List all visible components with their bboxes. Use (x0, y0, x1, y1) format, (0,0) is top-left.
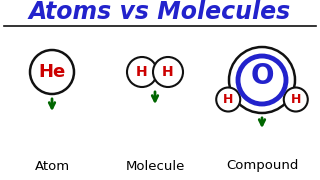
Text: Atoms vs Molecules: Atoms vs Molecules (29, 0, 291, 24)
Circle shape (127, 57, 157, 87)
Text: H: H (291, 93, 301, 106)
Text: H: H (136, 65, 148, 79)
Circle shape (229, 47, 295, 113)
Text: He: He (38, 63, 66, 81)
Circle shape (284, 87, 308, 111)
Text: O: O (250, 62, 274, 90)
Circle shape (30, 50, 74, 94)
Text: Compound: Compound (226, 159, 298, 172)
Text: Molecule: Molecule (125, 159, 185, 172)
Text: Atom: Atom (35, 159, 69, 172)
Text: H: H (162, 65, 174, 79)
Circle shape (153, 57, 183, 87)
Text: H: H (223, 93, 233, 106)
Circle shape (216, 87, 240, 111)
